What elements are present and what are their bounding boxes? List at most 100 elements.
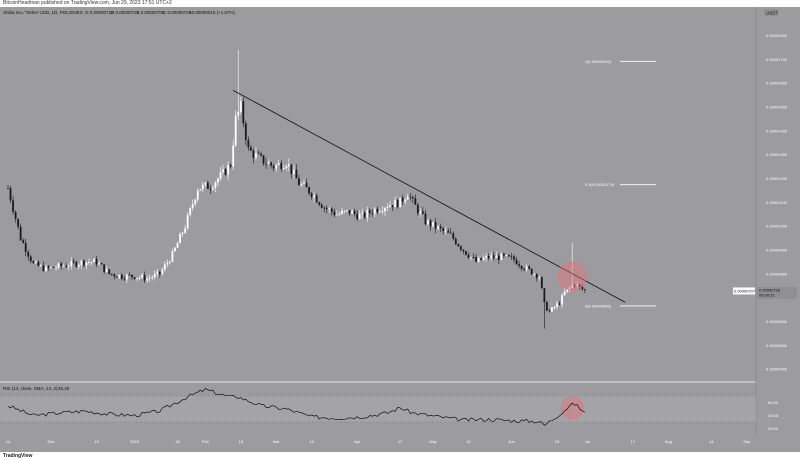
candle-body bbox=[477, 258, 480, 262]
descending-trendline bbox=[232, 90, 626, 303]
candle-body bbox=[401, 197, 404, 202]
rsi-band bbox=[0, 396, 756, 422]
candle-body bbox=[148, 277, 151, 279]
rsi-highlight-circle bbox=[560, 396, 584, 420]
candle-body bbox=[328, 208, 331, 210]
candle-body bbox=[222, 169, 224, 173]
candle-body bbox=[280, 163, 283, 170]
candle-body bbox=[573, 285, 576, 287]
time-ticks-group: 14 Dec 19 2023 16 Feb 13 Mar 13 Apr 17 May 15 Jun 19 Ju… bbox=[6, 439, 751, 444]
fib-level-label: 0.5(0.00001174) bbox=[585, 182, 615, 187]
candle-body bbox=[287, 164, 290, 167]
trendline-group bbox=[232, 90, 626, 303]
candle-body bbox=[204, 182, 207, 185]
candle-body bbox=[255, 152, 257, 158]
candle-body bbox=[545, 302, 548, 311]
candle-body bbox=[45, 266, 47, 271]
candle-body bbox=[77, 264, 80, 267]
candle-body bbox=[126, 274, 128, 280]
candle-body bbox=[224, 169, 227, 175]
candle-body bbox=[9, 188, 12, 201]
candle-body bbox=[103, 264, 106, 272]
candle-body bbox=[176, 243, 179, 248]
rsi-tick-label: 20.00 bbox=[768, 426, 779, 431]
candle-body bbox=[427, 220, 429, 225]
price-axis[interactable] bbox=[756, 7, 800, 435]
candle-body bbox=[158, 271, 161, 275]
candle-body bbox=[201, 184, 204, 190]
candle-body bbox=[27, 251, 30, 257]
candle-body bbox=[518, 264, 520, 266]
candle-body bbox=[105, 269, 108, 272]
candle-body bbox=[199, 189, 202, 191]
candle-body bbox=[379, 211, 381, 213]
candle-body bbox=[358, 213, 361, 219]
candle-body bbox=[272, 165, 275, 169]
candle-body bbox=[384, 207, 386, 212]
candle-body bbox=[257, 152, 260, 154]
candle-body bbox=[118, 274, 121, 278]
candle-body bbox=[510, 256, 513, 258]
candle-body bbox=[389, 205, 391, 208]
candle-body bbox=[209, 188, 212, 190]
rsi-line bbox=[7, 387, 585, 426]
candle-body bbox=[57, 263, 60, 268]
main-pane[interactable] bbox=[0, 7, 756, 381]
candle-body bbox=[490, 255, 493, 259]
candle-body bbox=[60, 263, 63, 267]
candle-body bbox=[141, 274, 143, 278]
tradingview-logo[interactable]: TradingView bbox=[3, 453, 33, 459]
candle-body bbox=[196, 190, 199, 200]
candle-body bbox=[508, 255, 510, 257]
candle-body bbox=[424, 213, 427, 225]
candle-body bbox=[169, 261, 171, 263]
candle-body bbox=[366, 210, 369, 218]
price-ticks-group: 0.00001800 0.00001700 0.00001600 0.00001500… bbox=[766, 33, 788, 372]
candle-body bbox=[409, 196, 412, 198]
candle-body bbox=[439, 226, 442, 229]
candle-body bbox=[39, 265, 42, 267]
candle-body bbox=[467, 254, 470, 258]
candle-body bbox=[333, 211, 336, 215]
highlight-group bbox=[557, 261, 587, 420]
price-tick-label: 0.00001800 bbox=[766, 33, 788, 38]
ohlc-open: O 0.00000722 bbox=[85, 10, 114, 15]
time-axis[interactable] bbox=[0, 435, 800, 452]
candle-body bbox=[308, 187, 310, 194]
candle-body bbox=[19, 226, 22, 241]
candle-body bbox=[346, 210, 348, 211]
candle-body bbox=[525, 266, 528, 270]
candle-body bbox=[156, 271, 159, 274]
candle-body bbox=[75, 262, 78, 267]
candles-group bbox=[7, 49, 586, 329]
candle-body bbox=[277, 163, 280, 165]
candle-body bbox=[416, 204, 419, 214]
candle-body bbox=[83, 260, 85, 266]
candle-body bbox=[437, 226, 439, 229]
candle-body bbox=[161, 269, 164, 275]
candle-body bbox=[336, 214, 338, 216]
candle-body bbox=[37, 261, 40, 266]
time-tick-label: 19 bbox=[555, 439, 560, 444]
currency-badge[interactable] bbox=[764, 9, 778, 16]
candle-body bbox=[55, 267, 57, 269]
candle-body bbox=[391, 205, 394, 208]
candle-body bbox=[133, 277, 136, 279]
candle-body bbox=[244, 123, 247, 140]
candle-body bbox=[513, 256, 515, 260]
candle-body bbox=[576, 284, 579, 286]
candle-body bbox=[568, 287, 571, 289]
candle-body bbox=[548, 310, 551, 312]
candle-body bbox=[356, 213, 359, 219]
candle-body bbox=[353, 210, 356, 214]
candle-body bbox=[528, 266, 531, 269]
candle-body bbox=[535, 274, 538, 279]
candle-body bbox=[325, 207, 328, 209]
candle-body bbox=[300, 183, 303, 186]
candle-body bbox=[206, 182, 209, 189]
candle-body bbox=[67, 266, 70, 268]
candle-body bbox=[265, 163, 267, 165]
candle-body bbox=[553, 307, 556, 308]
candle-body bbox=[563, 291, 566, 296]
